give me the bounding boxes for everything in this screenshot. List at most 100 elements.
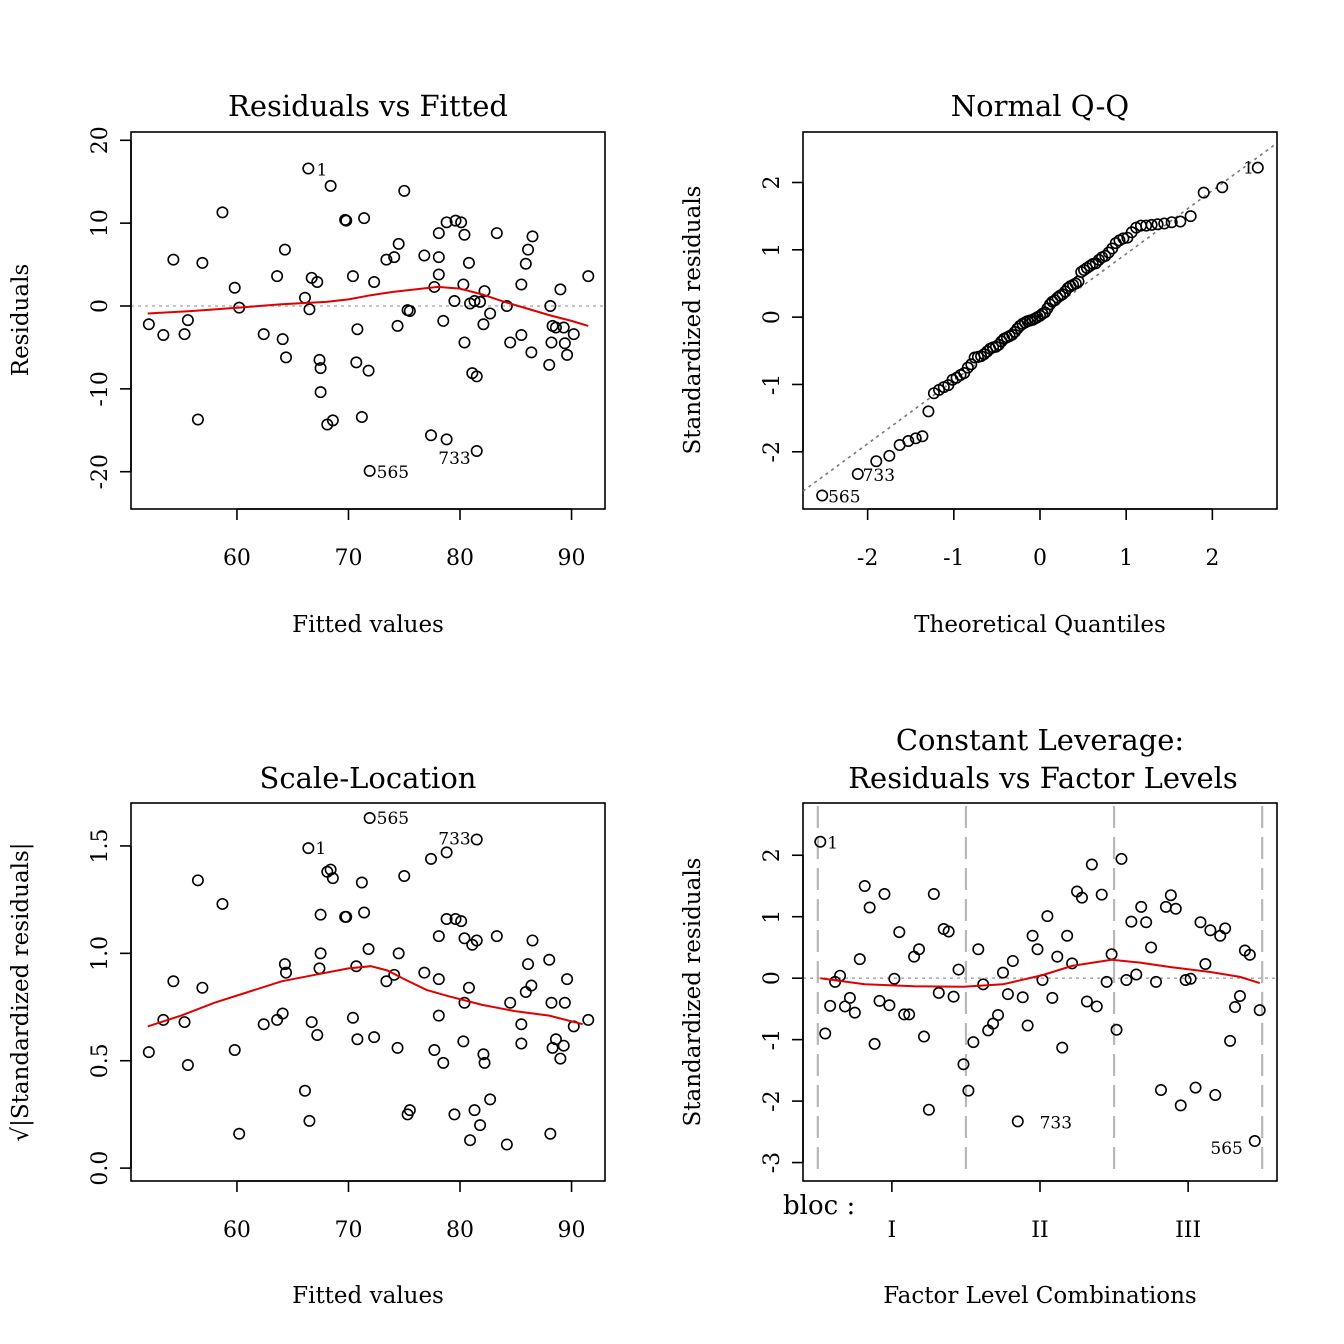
data-point <box>545 996 558 1009</box>
data-point <box>544 1127 557 1140</box>
data-point <box>425 852 438 865</box>
factor-name-label: bloc : <box>783 1191 855 1221</box>
y-axis-label: Standardized residuals <box>680 858 706 1127</box>
data-point <box>178 1016 191 1029</box>
point-label: 733 <box>438 449 470 469</box>
plot-frame <box>130 802 606 1182</box>
data-point <box>819 1027 832 1040</box>
data-point <box>868 1037 881 1050</box>
x-tick-label: II <box>1031 1218 1048 1243</box>
data-point <box>1165 216 1178 229</box>
data-point <box>440 216 453 229</box>
data-point <box>1130 968 1143 981</box>
data-point <box>515 1037 528 1050</box>
data-point <box>917 1030 930 1043</box>
point-label: 1 <box>315 839 326 859</box>
data-point <box>1229 1001 1242 1014</box>
data-point <box>440 846 453 859</box>
data-point <box>391 1041 404 1054</box>
point-label: 565 <box>1210 1139 1242 1159</box>
data-point <box>1164 889 1177 902</box>
x-tick-label: 2 <box>1205 546 1219 571</box>
y-tick-label: -1 <box>760 1029 785 1050</box>
data-point <box>440 912 453 925</box>
data-point <box>228 281 241 294</box>
data-point <box>167 975 180 988</box>
data-point <box>1233 989 1246 1002</box>
data-point <box>425 429 438 442</box>
data-point <box>500 299 513 312</box>
y-axis-label: √|Standardized residuals| <box>8 842 34 1141</box>
data-point <box>368 275 381 288</box>
data-point <box>554 1052 567 1065</box>
data-point <box>992 1009 1005 1022</box>
data-point <box>1051 950 1064 963</box>
data-point <box>142 318 155 331</box>
data-point <box>418 966 431 979</box>
data-point <box>543 953 556 966</box>
data-point <box>582 270 595 283</box>
data-point <box>276 1007 289 1020</box>
data-point <box>462 256 475 269</box>
data-point <box>1066 957 1079 970</box>
data-point <box>561 348 574 361</box>
x-axis-label: Theoretical Quantiles <box>914 612 1166 638</box>
panel-title: Scale-Location <box>260 761 477 795</box>
data-point <box>437 314 450 327</box>
data-point <box>355 411 368 424</box>
data-point <box>561 973 574 986</box>
data-point <box>216 897 229 910</box>
data-point <box>519 257 532 270</box>
point-label: 733 <box>1040 1113 1072 1133</box>
data-point <box>1069 277 1082 290</box>
data-point <box>922 405 935 418</box>
data-point <box>314 947 327 960</box>
panel-scale-location: Scale-Location Fitted values √|Standardi… <box>8 761 606 1309</box>
data-point <box>458 996 471 1009</box>
data-point <box>351 1033 364 1046</box>
point-label: 565 <box>377 463 409 483</box>
data-point <box>478 285 491 298</box>
data-point <box>1011 1115 1024 1128</box>
data-point <box>358 212 371 225</box>
data-point <box>1169 902 1182 915</box>
data-point <box>544 299 557 312</box>
data-point <box>522 958 535 971</box>
data-point <box>303 303 316 316</box>
data-point <box>582 1013 595 1026</box>
data-point <box>814 835 827 848</box>
data-point <box>380 975 393 988</box>
data-point <box>1199 958 1212 971</box>
data-point <box>1216 181 1229 194</box>
x-tick-label: 1 <box>1119 546 1133 571</box>
data-point <box>1150 975 1163 988</box>
panel-constant-leverage: Constant Leverage: Residuals vs Factor L… <box>680 723 1278 1309</box>
data-point <box>432 268 445 281</box>
data-point <box>543 358 556 371</box>
data-point <box>178 328 191 341</box>
data-point <box>557 1039 570 1052</box>
x-tick-label: 60 <box>223 546 251 571</box>
data-point <box>324 863 337 876</box>
data-point <box>458 228 471 241</box>
x-axis-label: Fitted values <box>292 1283 444 1309</box>
data-point <box>515 278 528 291</box>
y-tick-label: 1.5 <box>88 828 113 863</box>
data-point <box>902 435 915 448</box>
x-tick-label: III <box>1175 1218 1201 1243</box>
y-tick-label: -20 <box>88 454 113 489</box>
y-tick-label: -10 <box>88 371 113 406</box>
x-tick-label: -1 <box>943 546 964 571</box>
data-point <box>303 1114 316 1127</box>
panel-title: Residuals vs Fitted <box>228 89 508 123</box>
data-point <box>358 906 371 919</box>
data-point <box>816 489 829 502</box>
data-point <box>181 314 194 327</box>
data-point <box>1085 858 1098 871</box>
data-point <box>380 253 393 266</box>
x-tick-label: 60 <box>223 1218 251 1243</box>
y-tick-label: 2 <box>760 175 785 189</box>
data-point <box>558 996 571 1009</box>
data-point <box>470 444 483 457</box>
